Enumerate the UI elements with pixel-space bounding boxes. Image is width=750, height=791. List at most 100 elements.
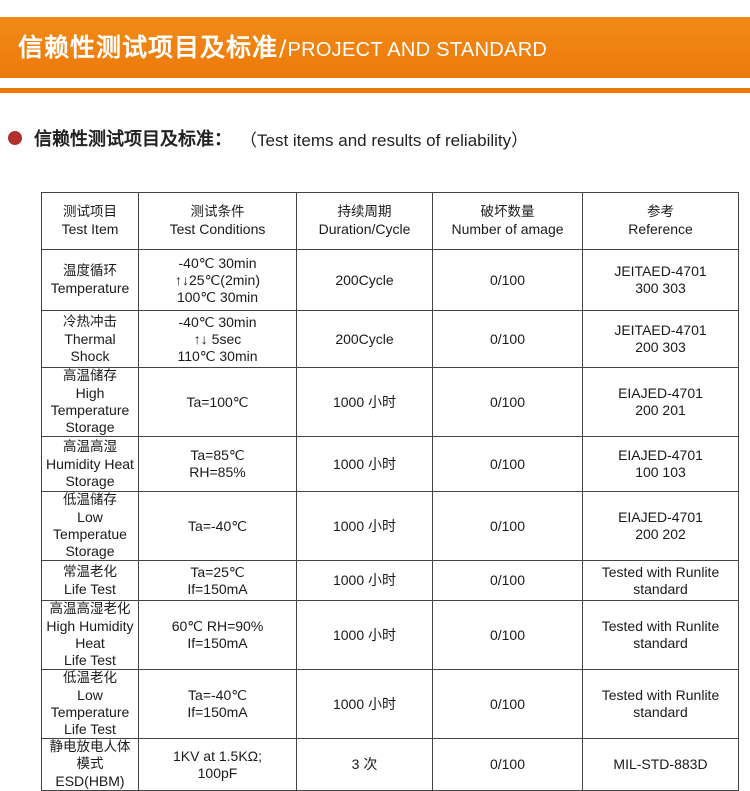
duration-value: 1000 小时 [332, 695, 397, 712]
duration-cell: 3 次 [296, 738, 433, 791]
table-row: 高温高湿 Humidity Heat Storage Ta=85℃ RH=85% 1000… [41, 436, 739, 492]
column-header-zh: 破坏数量 [480, 204, 535, 220]
test-condition-line: ↑↓25℃(2min) [175, 271, 260, 288]
duration-value: 1000 小时 [332, 455, 397, 472]
damage-count-value: 0/100 [489, 572, 526, 588]
reference-cell: Tested with Runlite standard [582, 560, 739, 601]
reference-line: 200 202 [635, 526, 686, 542]
test-item-cell: 冷热冲击 Thermal Shock [41, 310, 139, 368]
test-item-en: ESD(HBM) [55, 773, 125, 789]
column-header-en: Test Conditions [169, 221, 266, 237]
test-condition-line: If=150mA [187, 635, 248, 651]
test-item-en: Life Test [64, 652, 116, 668]
duration-cell: 1000 小时 [296, 560, 433, 601]
test-conditions-cell: -40℃ 30min ↑↓25℃(2min) 100℃ 30min [138, 249, 297, 311]
test-condition-line: -40℃ 30min [178, 313, 257, 330]
column-header: 破坏数量 Number of amage [432, 192, 583, 250]
table-row: 低温老化 Low Temperature Life Test Ta=-40℃ If=15… [41, 669, 739, 739]
test-item-zh: 高温储存 [63, 368, 117, 384]
duration-value: 200Cycle [335, 271, 394, 288]
reference-cell: Tested with Runlite standard [582, 600, 739, 670]
test-item-zh: 低温储存 [63, 492, 117, 508]
banner-separator: / [279, 37, 287, 62]
test-item-zh: 冷热冲击 [63, 313, 117, 330]
test-item-en: Life Test [64, 580, 116, 597]
test-item-cell: 高温高湿老化 High Humidity Heat Life Test [41, 600, 139, 670]
damage-count-cell: 0/100 [432, 600, 583, 670]
banner-title-en: PROJECT AND STANDARD [287, 39, 548, 61]
section-heading-en: （Test items and results of reliability） [240, 130, 529, 150]
damage-count-cell: 0/100 [432, 560, 583, 601]
test-item-en: Low Temperatue [53, 509, 127, 542]
column-header: 测试条件 Test Conditions [138, 192, 297, 250]
test-item-en: Low Temperature [50, 687, 130, 720]
test-conditions-cell: 60℃ RH=90% If=150mA [138, 600, 297, 670]
damage-count-value: 0/100 [489, 393, 526, 410]
test-item-cell: 高温高湿 Humidity Heat Storage [41, 436, 139, 492]
test-condition-line: 60℃ RH=90% [171, 618, 264, 634]
reference-line: MIL-STD-883D [613, 756, 708, 772]
duration-cell: 1000 小时 [296, 600, 433, 670]
duration-value: 200Cycle [335, 330, 394, 347]
test-conditions-cell: Ta=-40℃ [138, 491, 297, 561]
reference-line: Tested with Runlite [601, 687, 720, 703]
test-item-cell: 低温储存 Low Temperatue Storage [41, 491, 139, 561]
test-conditions-cell: Ta=85℃ RH=85% [138, 436, 297, 492]
test-conditions-cell: -40℃ 30min ↑↓ 5sec 110℃ 30min [138, 310, 297, 368]
column-header-zh: 测试条件 [190, 204, 245, 220]
banner-title-zh: 信赖性测试项目及标准 [18, 33, 279, 62]
reference-cell: EIAJED-4701 100 103 [582, 436, 739, 492]
test-item-en: High Temperature [50, 385, 130, 418]
damage-count-cell: 0/100 [432, 436, 583, 492]
test-condition-line: 100pF [197, 764, 238, 781]
column-header: 持续周期 Duration/Cycle [296, 192, 433, 250]
duration-cell: 1000 小时 [296, 367, 433, 437]
reference-cell: EIAJED-4701 200 202 [582, 491, 739, 561]
test-condition-line: If=150mA [187, 704, 248, 720]
column-header-zh: 持续周期 [337, 204, 392, 220]
damage-count-cell: 0/100 [432, 669, 583, 739]
table-row: 静电放电人体模式 ESD(HBM) 1KV at 1.5KΩ; 100pF 3 次 0/1… [41, 738, 739, 791]
test-item-en: Life Test [64, 721, 116, 737]
reference-line: EIAJED-4701 [618, 385, 703, 401]
test-condition-line: RH=85% [189, 464, 246, 480]
reference-line: 300 303 [635, 280, 686, 296]
column-header-en: Reference [628, 221, 693, 237]
duration-cell: 1000 小时 [296, 491, 433, 561]
test-item-zh: 温度循环 [63, 263, 117, 279]
damage-count-value: 0/100 [489, 330, 526, 347]
column-header-en: Test Item [61, 221, 119, 237]
test-condition-line: -40℃ 30min [178, 254, 257, 271]
test-item-zh: 高温高湿老化 [49, 601, 131, 617]
damage-count-cell: 0/100 [432, 367, 583, 437]
test-item-en: Storage [65, 419, 115, 435]
damage-count-cell: 0/100 [432, 249, 583, 311]
table-row: 高温储存 High Temperature Storage Ta=100℃ 1000 小… [41, 367, 739, 437]
reference-line: 200 303 [635, 339, 686, 355]
reference-line: standard [633, 635, 688, 651]
test-item-en: High Humidity Heat [46, 618, 134, 651]
accent-divider [0, 88, 750, 93]
reference-cell: JEITAED-4701 200 303 [582, 310, 739, 368]
table-header-row: 测试项目 Test Item 测试条件 Test Conditions 持续周期 Dura… [41, 192, 739, 250]
duration-value: 1000 小时 [332, 517, 397, 534]
duration-value: 1000 小时 [332, 393, 397, 410]
test-item-en: Storage [65, 472, 115, 489]
test-condition-line: ↑↓ 5sec [193, 330, 242, 347]
test-item-zh: 常温老化 [63, 563, 117, 580]
test-condition-line: If=150mA [187, 580, 248, 597]
header-banner: 信赖性测试项目及标准/PROJECT AND STANDARD [0, 17, 750, 78]
table-row: 冷热冲击 Thermal Shock -40℃ 30min ↑↓ 5sec 110℃ 3… [41, 310, 739, 368]
test-condition-line: 1KV at 1.5KΩ; [172, 747, 263, 764]
reference-line: EIAJED-4701 [618, 509, 703, 525]
banner-title: 信赖性测试项目及标准/PROJECT AND STANDARD [18, 17, 547, 78]
column-header-zh: 参考 [647, 204, 674, 220]
table-row: 高温高湿老化 High Humidity Heat Life Test 60℃ RH=… [41, 600, 739, 670]
column-header-en: Number of amage [451, 221, 564, 237]
reference-line: standard [633, 580, 688, 597]
reference-line: Tested with Runlite [601, 618, 720, 634]
test-conditions-cell: Ta=100℃ [138, 367, 297, 437]
test-item-cell: 静电放电人体模式 ESD(HBM) [41, 738, 139, 791]
duration-value: 1000 小时 [332, 572, 397, 588]
reference-cell: EIAJED-4701 200 201 [582, 367, 739, 437]
